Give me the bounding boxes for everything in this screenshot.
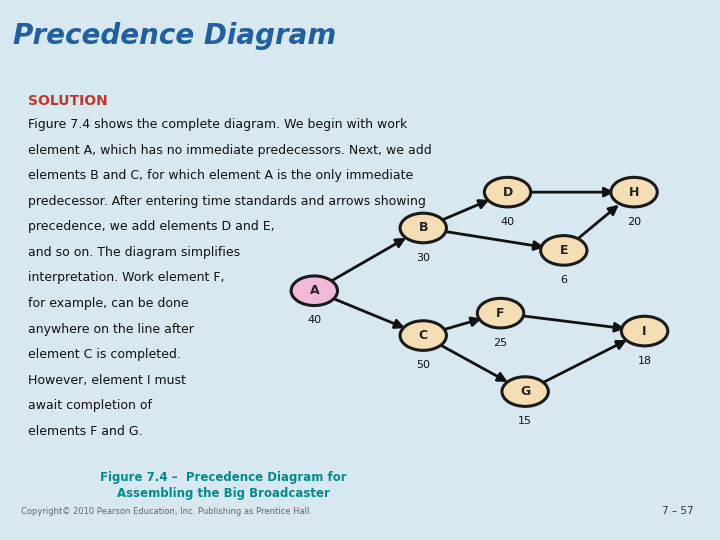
Text: D: D: [503, 186, 513, 199]
Ellipse shape: [541, 235, 587, 265]
Text: A: A: [310, 284, 319, 297]
Text: Copyright© 2010 Pearson Education, Inc. Publishing as Prentice Hall.: Copyright© 2010 Pearson Education, Inc. …: [22, 507, 312, 516]
Text: elements B and C, for which element A is the only immediate: elements B and C, for which element A is…: [28, 169, 413, 183]
Text: I: I: [642, 325, 647, 338]
Ellipse shape: [291, 276, 338, 306]
Text: Precedence Diagram: Precedence Diagram: [13, 23, 336, 50]
Ellipse shape: [611, 177, 657, 207]
Text: 30: 30: [416, 253, 431, 262]
Text: for example, can be done: for example, can be done: [28, 297, 189, 310]
Text: 40: 40: [307, 315, 321, 326]
Text: 18: 18: [637, 356, 652, 366]
Ellipse shape: [400, 213, 446, 243]
Text: 20: 20: [627, 217, 641, 227]
Text: anywhere on the line after: anywhere on the line after: [28, 322, 194, 335]
Text: 40: 40: [500, 217, 515, 227]
Text: B: B: [418, 221, 428, 234]
Ellipse shape: [621, 316, 667, 346]
Text: 15: 15: [518, 416, 532, 426]
Text: 50: 50: [416, 360, 431, 370]
Text: G: G: [520, 385, 530, 398]
Text: F: F: [496, 307, 505, 320]
Text: C: C: [419, 329, 428, 342]
Text: await completion of: await completion of: [28, 399, 153, 412]
Text: Assembling the Big Broadcaster: Assembling the Big Broadcaster: [117, 487, 330, 500]
Text: Figure 7.4 –  Precedence Diagram for: Figure 7.4 – Precedence Diagram for: [99, 471, 346, 484]
Ellipse shape: [485, 177, 531, 207]
Ellipse shape: [400, 321, 446, 350]
Text: interpretation. Work element F,: interpretation. Work element F,: [28, 272, 225, 285]
Text: elements F and G.: elements F and G.: [28, 425, 143, 438]
Text: H: H: [629, 186, 639, 199]
Text: 7 – 57: 7 – 57: [662, 506, 694, 516]
Text: precedence, we add elements D and E,: precedence, we add elements D and E,: [28, 220, 275, 233]
Text: element A, which has no immediate predecessors. Next, we add: element A, which has no immediate predec…: [28, 144, 432, 157]
Text: and so on. The diagram simplifies: and so on. The diagram simplifies: [28, 246, 240, 259]
Ellipse shape: [477, 299, 523, 328]
Text: predecessor. After entering time standards and arrows showing: predecessor. After entering time standar…: [28, 195, 426, 208]
Text: element C is completed.: element C is completed.: [28, 348, 181, 361]
Text: SOLUTION: SOLUTION: [28, 93, 108, 107]
Text: 25: 25: [493, 338, 508, 348]
Ellipse shape: [502, 377, 549, 407]
Text: Figure 7.4 shows the complete diagram. We begin with work: Figure 7.4 shows the complete diagram. W…: [28, 118, 408, 131]
Text: 6: 6: [560, 275, 567, 285]
Text: E: E: [559, 244, 568, 257]
Text: However, element I must: However, element I must: [28, 374, 186, 387]
